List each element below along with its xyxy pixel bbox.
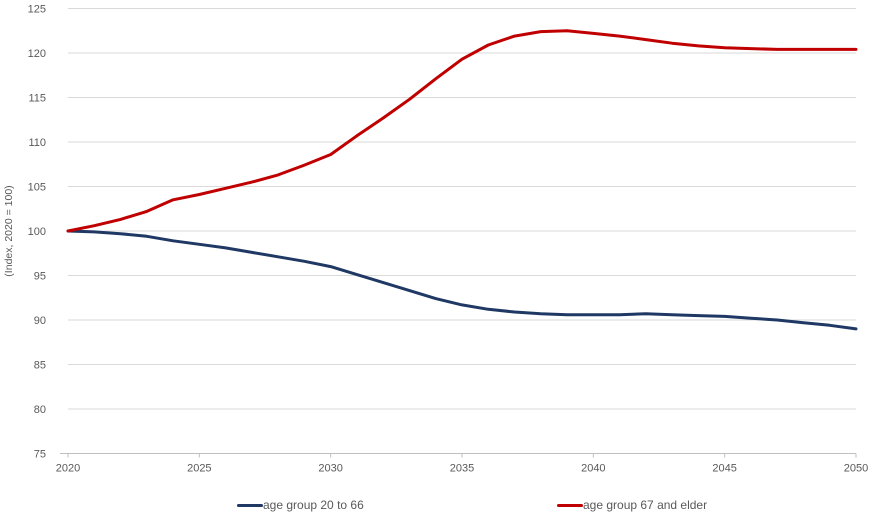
x-tick-label: 2025 (187, 463, 211, 475)
legend-swatch (557, 503, 583, 507)
y-tick-label: 80 (34, 404, 46, 416)
y-tick-label: 100 (28, 226, 46, 238)
x-tick-label: 2030 (318, 463, 342, 475)
legend-swatch (237, 503, 263, 507)
series-line-age-group-67-and-elder (66, 29, 858, 233)
y-tick-label: 120 (28, 48, 46, 60)
legend-label: age group 20 to 66 (263, 498, 364, 512)
y-tick-label: 75 (34, 449, 46, 461)
legend-item: age group 20 to 66 (237, 497, 364, 513)
y-tick-label: 105 (28, 182, 46, 194)
y-tick-label: 125 (28, 4, 46, 16)
x-tick-label: 2050 (844, 463, 868, 475)
legend: age group 20 to 66 age group 67 and elder (0, 497, 879, 517)
y-tick-label: 110 (28, 137, 46, 149)
legend-item: age group 67 and elder (557, 497, 707, 513)
y-tick-label: 95 (34, 271, 46, 283)
x-tick-label: 2040 (581, 463, 605, 475)
series-line-age-group-20-to-66 (66, 229, 858, 331)
x-tick-label: 2020 (56, 463, 80, 475)
y-tick-label: 85 (34, 360, 46, 372)
x-tick-label: 2045 (712, 463, 736, 475)
y-tick-label: 90 (34, 315, 46, 327)
y-tick-label: 115 (28, 93, 46, 105)
x-tick-label: 2035 (450, 463, 474, 475)
legend-label: age group 67 and elder (583, 498, 708, 512)
plot-area: 75 80 85 90 95 100 105 110 115 120 125 2020 2025 2030… (28, 4, 869, 475)
